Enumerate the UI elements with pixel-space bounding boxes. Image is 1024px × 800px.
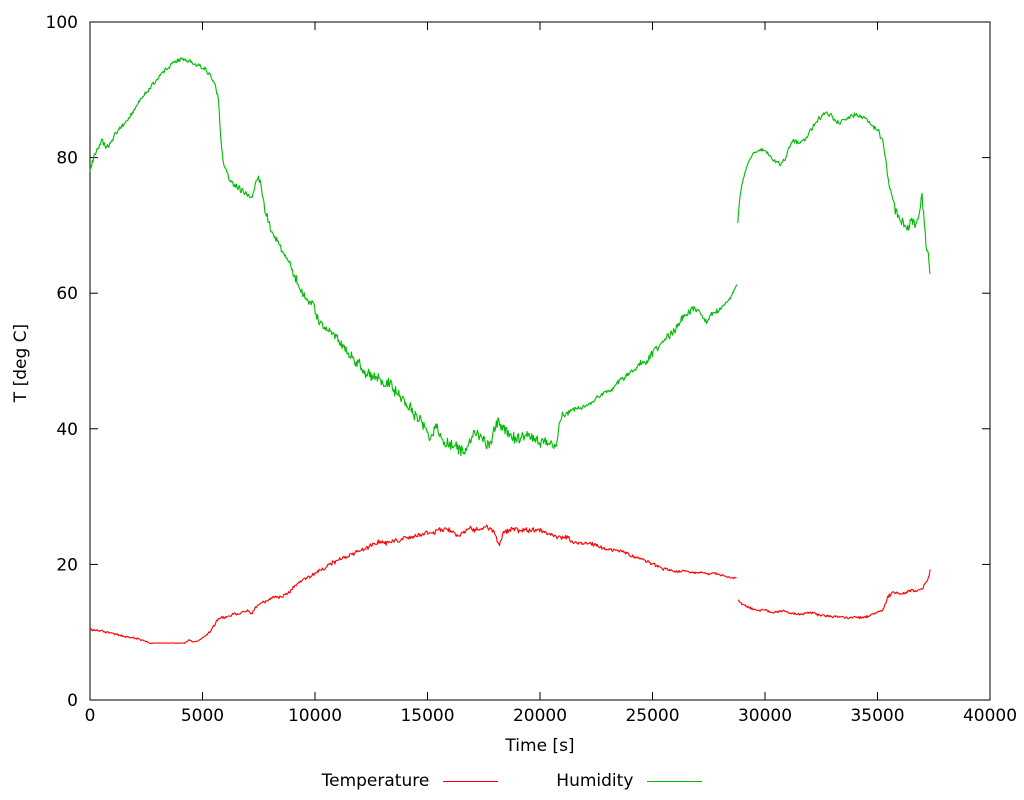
humidity-series-line [89,57,738,457]
x-tick-label: 15000 [400,706,454,726]
y-tick-label: 20 [56,555,78,575]
legend: Temperature Humidity [0,771,1024,791]
y-tick-label: 0 [67,691,78,711]
legend-line-humidity-icon [647,780,703,782]
y-tick-label: 80 [56,149,78,169]
x-tick-label: 35000 [850,706,904,726]
x-tick-label: 0 [85,706,96,726]
y-tick-label: 60 [56,284,78,304]
legend-label-temperature: Temperature [321,771,430,791]
legend-item-temperature: Temperature [322,771,499,791]
legend-item-humidity: Humidity [556,771,703,791]
x-tick-label: 10000 [288,706,342,726]
x-tick-label: 20000 [513,706,567,726]
y-axis-title: T [deg C] [11,323,31,403]
x-tick-label: 5000 [181,706,224,726]
y-tick-label: 40 [56,420,78,440]
legend-line-temperature-icon [443,780,499,782]
temperature-series-line [89,524,737,645]
x-tick-label: 40000 [963,706,1017,726]
y-tick-label: 100 [46,13,78,33]
plot-border [89,21,991,701]
x-tick-label: 25000 [625,706,679,726]
legend-label-humidity: Humidity [556,771,634,791]
x-tick-label: 30000 [738,706,792,726]
humidity-series-line [737,111,931,274]
temperature-series-line [737,569,931,620]
x-axis-title: Time [s] [505,736,575,756]
